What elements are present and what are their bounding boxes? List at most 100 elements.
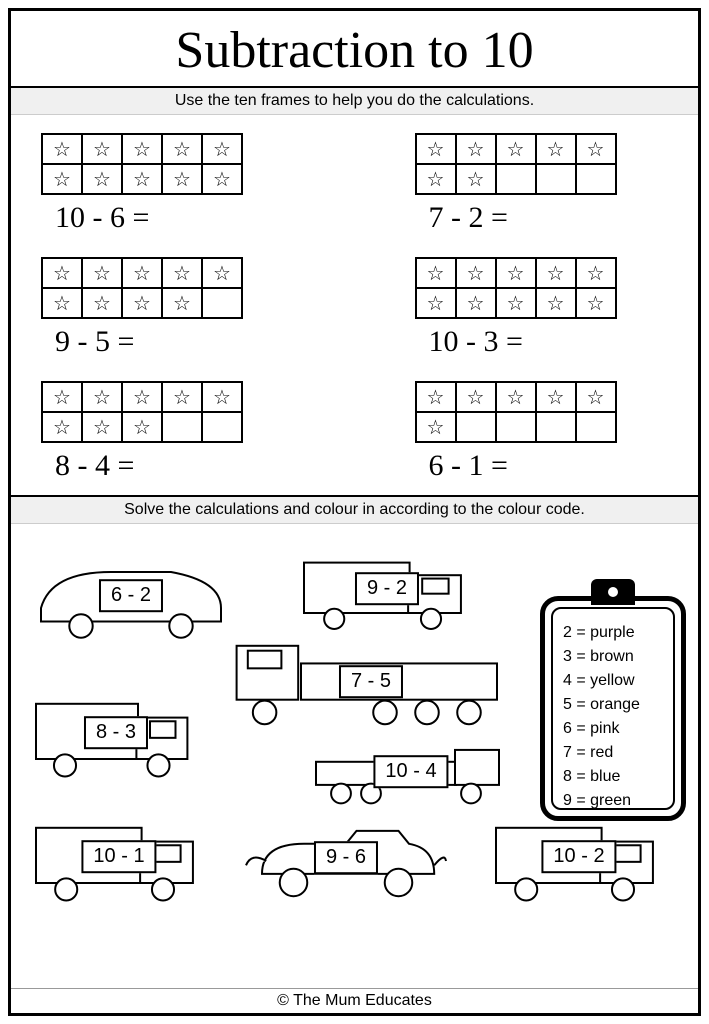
ten-frame-cell: ☆ [42, 134, 82, 164]
ten-frame-problem: ☆☆☆☆☆☆☆☆☆☆10 - 6 = [41, 133, 295, 235]
colour-legend-clipboard: 2 = purple3 = brown4 = yellow5 = orange6… [540, 596, 686, 821]
ten-frame: ☆☆☆☆☆☆☆☆☆ [41, 257, 243, 319]
equation-text: 8 - 4 = [41, 443, 295, 483]
ten-frame-cell [202, 412, 242, 442]
ten-frame-cell: ☆ [82, 134, 122, 164]
ten-frame-cell: ☆ [122, 382, 162, 412]
ten-frame-cell: ☆ [42, 164, 82, 194]
vehicle: 10 - 1 [31, 814, 207, 906]
vehicle-equation-label: 8 - 3 [84, 716, 148, 749]
ten-frame-cell: ☆ [416, 258, 456, 288]
ten-frame-cell [496, 164, 536, 194]
ten-frame-cell: ☆ [416, 412, 456, 442]
ten-frame-cell: ☆ [496, 134, 536, 164]
legend-line: 9 = green [563, 789, 663, 813]
ten-frame-cell: ☆ [456, 164, 496, 194]
ten-frame-cell: ☆ [162, 288, 202, 318]
ten-frame-cell: ☆ [576, 134, 616, 164]
page-title: Subtraction to 10 [11, 11, 698, 88]
ten-frame-problem: ☆☆☆☆☆☆☆☆8 - 4 = [41, 381, 295, 483]
ten-frame-cell: ☆ [202, 258, 242, 288]
ten-frame: ☆☆☆☆☆☆ [415, 381, 617, 443]
ten-frame-cell: ☆ [416, 164, 456, 194]
ten-frame-cell: ☆ [82, 164, 122, 194]
legend-line: 8 = blue [563, 765, 663, 789]
ten-frame-cell: ☆ [202, 164, 242, 194]
ten-frame-cell: ☆ [496, 258, 536, 288]
ten-frame-cell: ☆ [42, 258, 82, 288]
ten-frame-cell: ☆ [122, 412, 162, 442]
ten-frame-cell: ☆ [576, 288, 616, 318]
equation-text: 6 - 1 = [415, 443, 669, 483]
ten-frame-cell: ☆ [162, 258, 202, 288]
ten-frame: ☆☆☆☆☆☆☆ [415, 133, 617, 195]
ten-frame-problem: ☆☆☆☆☆☆☆7 - 2 = [415, 133, 669, 235]
vehicle-equation-label: 10 - 4 [373, 755, 448, 788]
ten-frame-cell: ☆ [82, 288, 122, 318]
ten-frame-cell: ☆ [536, 288, 576, 318]
ten-frame-cell: ☆ [162, 382, 202, 412]
ten-frame-cell: ☆ [42, 382, 82, 412]
legend-line: 6 = pink [563, 717, 663, 741]
vehicle-equation-label: 7 - 5 [339, 665, 403, 698]
vehicle: 8 - 3 [31, 690, 201, 782]
section2-instruction: Solve the calculations and colour in acc… [11, 497, 698, 524]
ten-frame-cell: ☆ [202, 134, 242, 164]
frames-grid: ☆☆☆☆☆☆☆☆☆☆10 - 6 =☆☆☆☆☆☆☆7 - 2 =☆☆☆☆☆☆☆☆… [41, 133, 668, 483]
vehicle-equation-label: 6 - 2 [99, 579, 163, 612]
equation-text: 10 - 3 = [415, 319, 669, 359]
ten-frame-cell: ☆ [416, 382, 456, 412]
ten-frame-cell: ☆ [42, 288, 82, 318]
worksheet-page: Subtraction to 10 Use the ten frames to … [8, 8, 701, 1016]
ten-frame-cell: ☆ [82, 382, 122, 412]
ten-frame-cell: ☆ [162, 134, 202, 164]
ten-frame: ☆☆☆☆☆☆☆☆ [41, 381, 243, 443]
section1-instruction: Use the ten frames to help you do the ca… [11, 88, 698, 115]
vehicle: 7 - 5 [231, 636, 511, 734]
vehicles-area: 2 = purple3 = brown4 = yellow5 = orange6… [11, 524, 698, 988]
ten-frame-cell [496, 412, 536, 442]
legend-line: 7 = red [563, 741, 663, 765]
ten-frame-cell: ☆ [122, 134, 162, 164]
ten-frame-cell: ☆ [456, 258, 496, 288]
ten-frame-cell: ☆ [456, 134, 496, 164]
vehicle-equation-label: 10 - 2 [541, 840, 616, 873]
ten-frame-cell [576, 164, 616, 194]
ten-frame-cell: ☆ [202, 382, 242, 412]
vehicle: 9 - 6 [241, 818, 451, 904]
legend-line: 4 = yellow [563, 669, 663, 693]
vehicle-equation-label: 10 - 1 [81, 840, 156, 873]
ten-frame-cell: ☆ [162, 164, 202, 194]
equation-text: 9 - 5 = [41, 319, 295, 359]
vehicle-equation-label: 9 - 2 [355, 572, 419, 605]
ten-frame-cell: ☆ [416, 288, 456, 318]
ten-frame-cell: ☆ [456, 288, 496, 318]
legend-line: 5 = orange [563, 693, 663, 717]
ten-frame-cell: ☆ [82, 412, 122, 442]
footer-credit: © The Mum Educates [11, 988, 698, 1013]
ten-frame-cell [536, 164, 576, 194]
ten-frame-cell [162, 412, 202, 442]
ten-frame-cell: ☆ [82, 258, 122, 288]
ten-frames-section: ☆☆☆☆☆☆☆☆☆☆10 - 6 =☆☆☆☆☆☆☆7 - 2 =☆☆☆☆☆☆☆☆… [11, 115, 698, 497]
vehicle: 10 - 4 [311, 742, 511, 808]
vehicle-equation-label: 9 - 6 [314, 841, 378, 874]
ten-frame-cell: ☆ [536, 134, 576, 164]
ten-frame-cell: ☆ [536, 382, 576, 412]
equation-text: 10 - 6 = [41, 195, 295, 235]
ten-frame-cell: ☆ [122, 288, 162, 318]
ten-frame-cell: ☆ [536, 258, 576, 288]
ten-frame: ☆☆☆☆☆☆☆☆☆☆ [41, 133, 243, 195]
ten-frame-cell: ☆ [416, 134, 456, 164]
vehicle: 9 - 2 [299, 550, 475, 634]
ten-frame-problem: ☆☆☆☆☆☆☆☆☆9 - 5 = [41, 257, 295, 359]
ten-frame-cell: ☆ [496, 382, 536, 412]
ten-frame-cell: ☆ [576, 382, 616, 412]
ten-frame-cell [456, 412, 496, 442]
ten-frame-cell: ☆ [456, 382, 496, 412]
ten-frame-cell: ☆ [496, 288, 536, 318]
ten-frame-cell [202, 288, 242, 318]
colour-legend-list: 2 = purple3 = brown4 = yellow5 = orange6… [551, 607, 675, 810]
colouring-section: Solve the calculations and colour in acc… [11, 497, 698, 1013]
vehicle: 6 - 2 [31, 554, 231, 644]
